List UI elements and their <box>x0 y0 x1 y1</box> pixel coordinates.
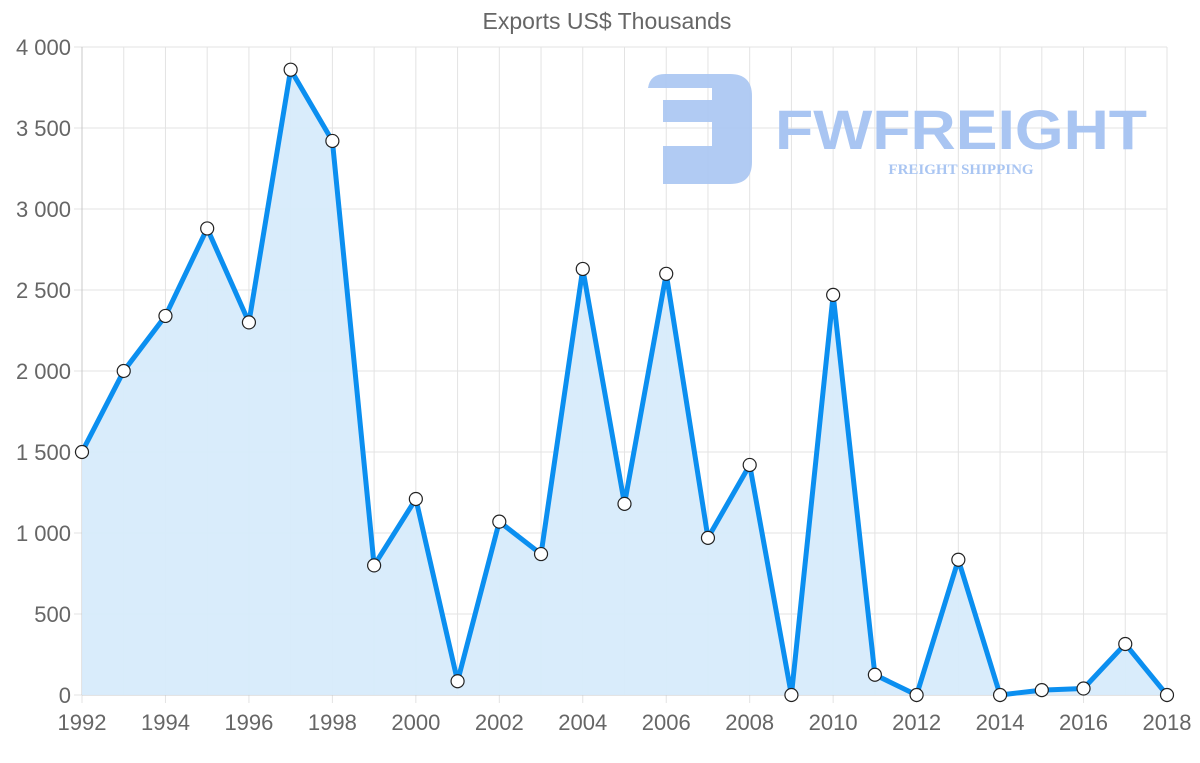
data-point-marker[interactable] <box>1118 636 1133 652</box>
x-tick-label: 2002 <box>475 710 524 735</box>
watermark-brand: FWFREIGHT <box>775 98 1147 161</box>
data-point-marker[interactable] <box>200 221 215 236</box>
y-tick-label: 500 <box>34 602 71 627</box>
data-point-marker[interactable] <box>826 287 841 302</box>
x-tick-label: 1994 <box>141 710 190 735</box>
y-tick-label: 1 000 <box>16 521 71 546</box>
y-tick-label: 2 500 <box>16 278 71 303</box>
data-point-marker[interactable] <box>784 687 799 703</box>
x-tick-label: 2018 <box>1143 710 1192 735</box>
data-point-marker[interactable] <box>575 261 590 277</box>
logo-mark-icon <box>648 74 752 184</box>
x-tick-label: 2000 <box>391 710 440 735</box>
y-tick-label: 1 500 <box>16 440 71 465</box>
y-tick-label: 3 000 <box>16 197 71 222</box>
data-point-marker[interactable] <box>700 530 716 545</box>
data-point-marker[interactable] <box>367 558 382 573</box>
data-point-marker[interactable] <box>867 667 882 682</box>
data-point-marker[interactable] <box>1159 687 1175 703</box>
data-point-marker[interactable] <box>1034 683 1049 698</box>
x-tick-label: 2008 <box>725 710 774 735</box>
data-point-marker[interactable] <box>408 491 423 507</box>
data-point-marker[interactable] <box>158 308 173 324</box>
x-axis-ticks: 1992 1994 1996 1998 2000 2002 2004 2006 2008 2010… <box>58 710 1192 735</box>
data-point-marker[interactable] <box>533 546 549 562</box>
data-point-marker[interactable] <box>742 457 757 473</box>
watermark-logo: FWFREIGHT FREIGHT SHIPPING <box>648 74 1147 184</box>
data-point-marker[interactable] <box>659 266 674 281</box>
data-point-marker[interactable] <box>116 363 131 379</box>
area-fill <box>82 69 1167 696</box>
y-tick-label: 3 500 <box>16 116 71 141</box>
data-point-marker[interactable] <box>492 514 507 529</box>
x-tick-label: 2006 <box>642 710 691 735</box>
data-points <box>74 62 1175 703</box>
data-point-marker[interactable] <box>74 444 90 460</box>
x-tick-label: 1996 <box>224 710 273 735</box>
data-point-marker[interactable] <box>450 674 465 689</box>
x-tick-label: 2010 <box>809 710 858 735</box>
y-tick-label: 2 000 <box>16 359 71 384</box>
y-tick-label: 0 <box>59 683 71 708</box>
data-point-marker[interactable] <box>241 315 257 330</box>
x-tick-label: 1998 <box>308 710 357 735</box>
data-point-marker[interactable] <box>325 133 340 149</box>
x-tick-label: 2016 <box>1059 710 1108 735</box>
data-point-marker[interactable] <box>992 687 1008 703</box>
data-point-marker[interactable] <box>1076 681 1091 696</box>
chart-title: Exports US$ Thousands <box>482 8 732 34</box>
watermark-tagline: FREIGHT SHIPPING <box>888 162 1033 178</box>
data-point-marker[interactable] <box>617 496 632 511</box>
y-tick-label: 4 000 <box>16 35 71 60</box>
x-tick-label: 2012 <box>892 710 941 735</box>
y-axis-ticks: 0 500 1 000 1 500 2 000 2 500 3 000 3 500 4 000 <box>16 35 71 708</box>
x-tick-label: 2004 <box>558 710 607 735</box>
data-point-marker[interactable] <box>909 687 924 703</box>
data-point-marker[interactable] <box>283 62 298 77</box>
x-tick-label: 1992 <box>58 710 107 735</box>
data-point-marker[interactable] <box>951 552 966 567</box>
x-tick-label: 2014 <box>976 710 1025 735</box>
